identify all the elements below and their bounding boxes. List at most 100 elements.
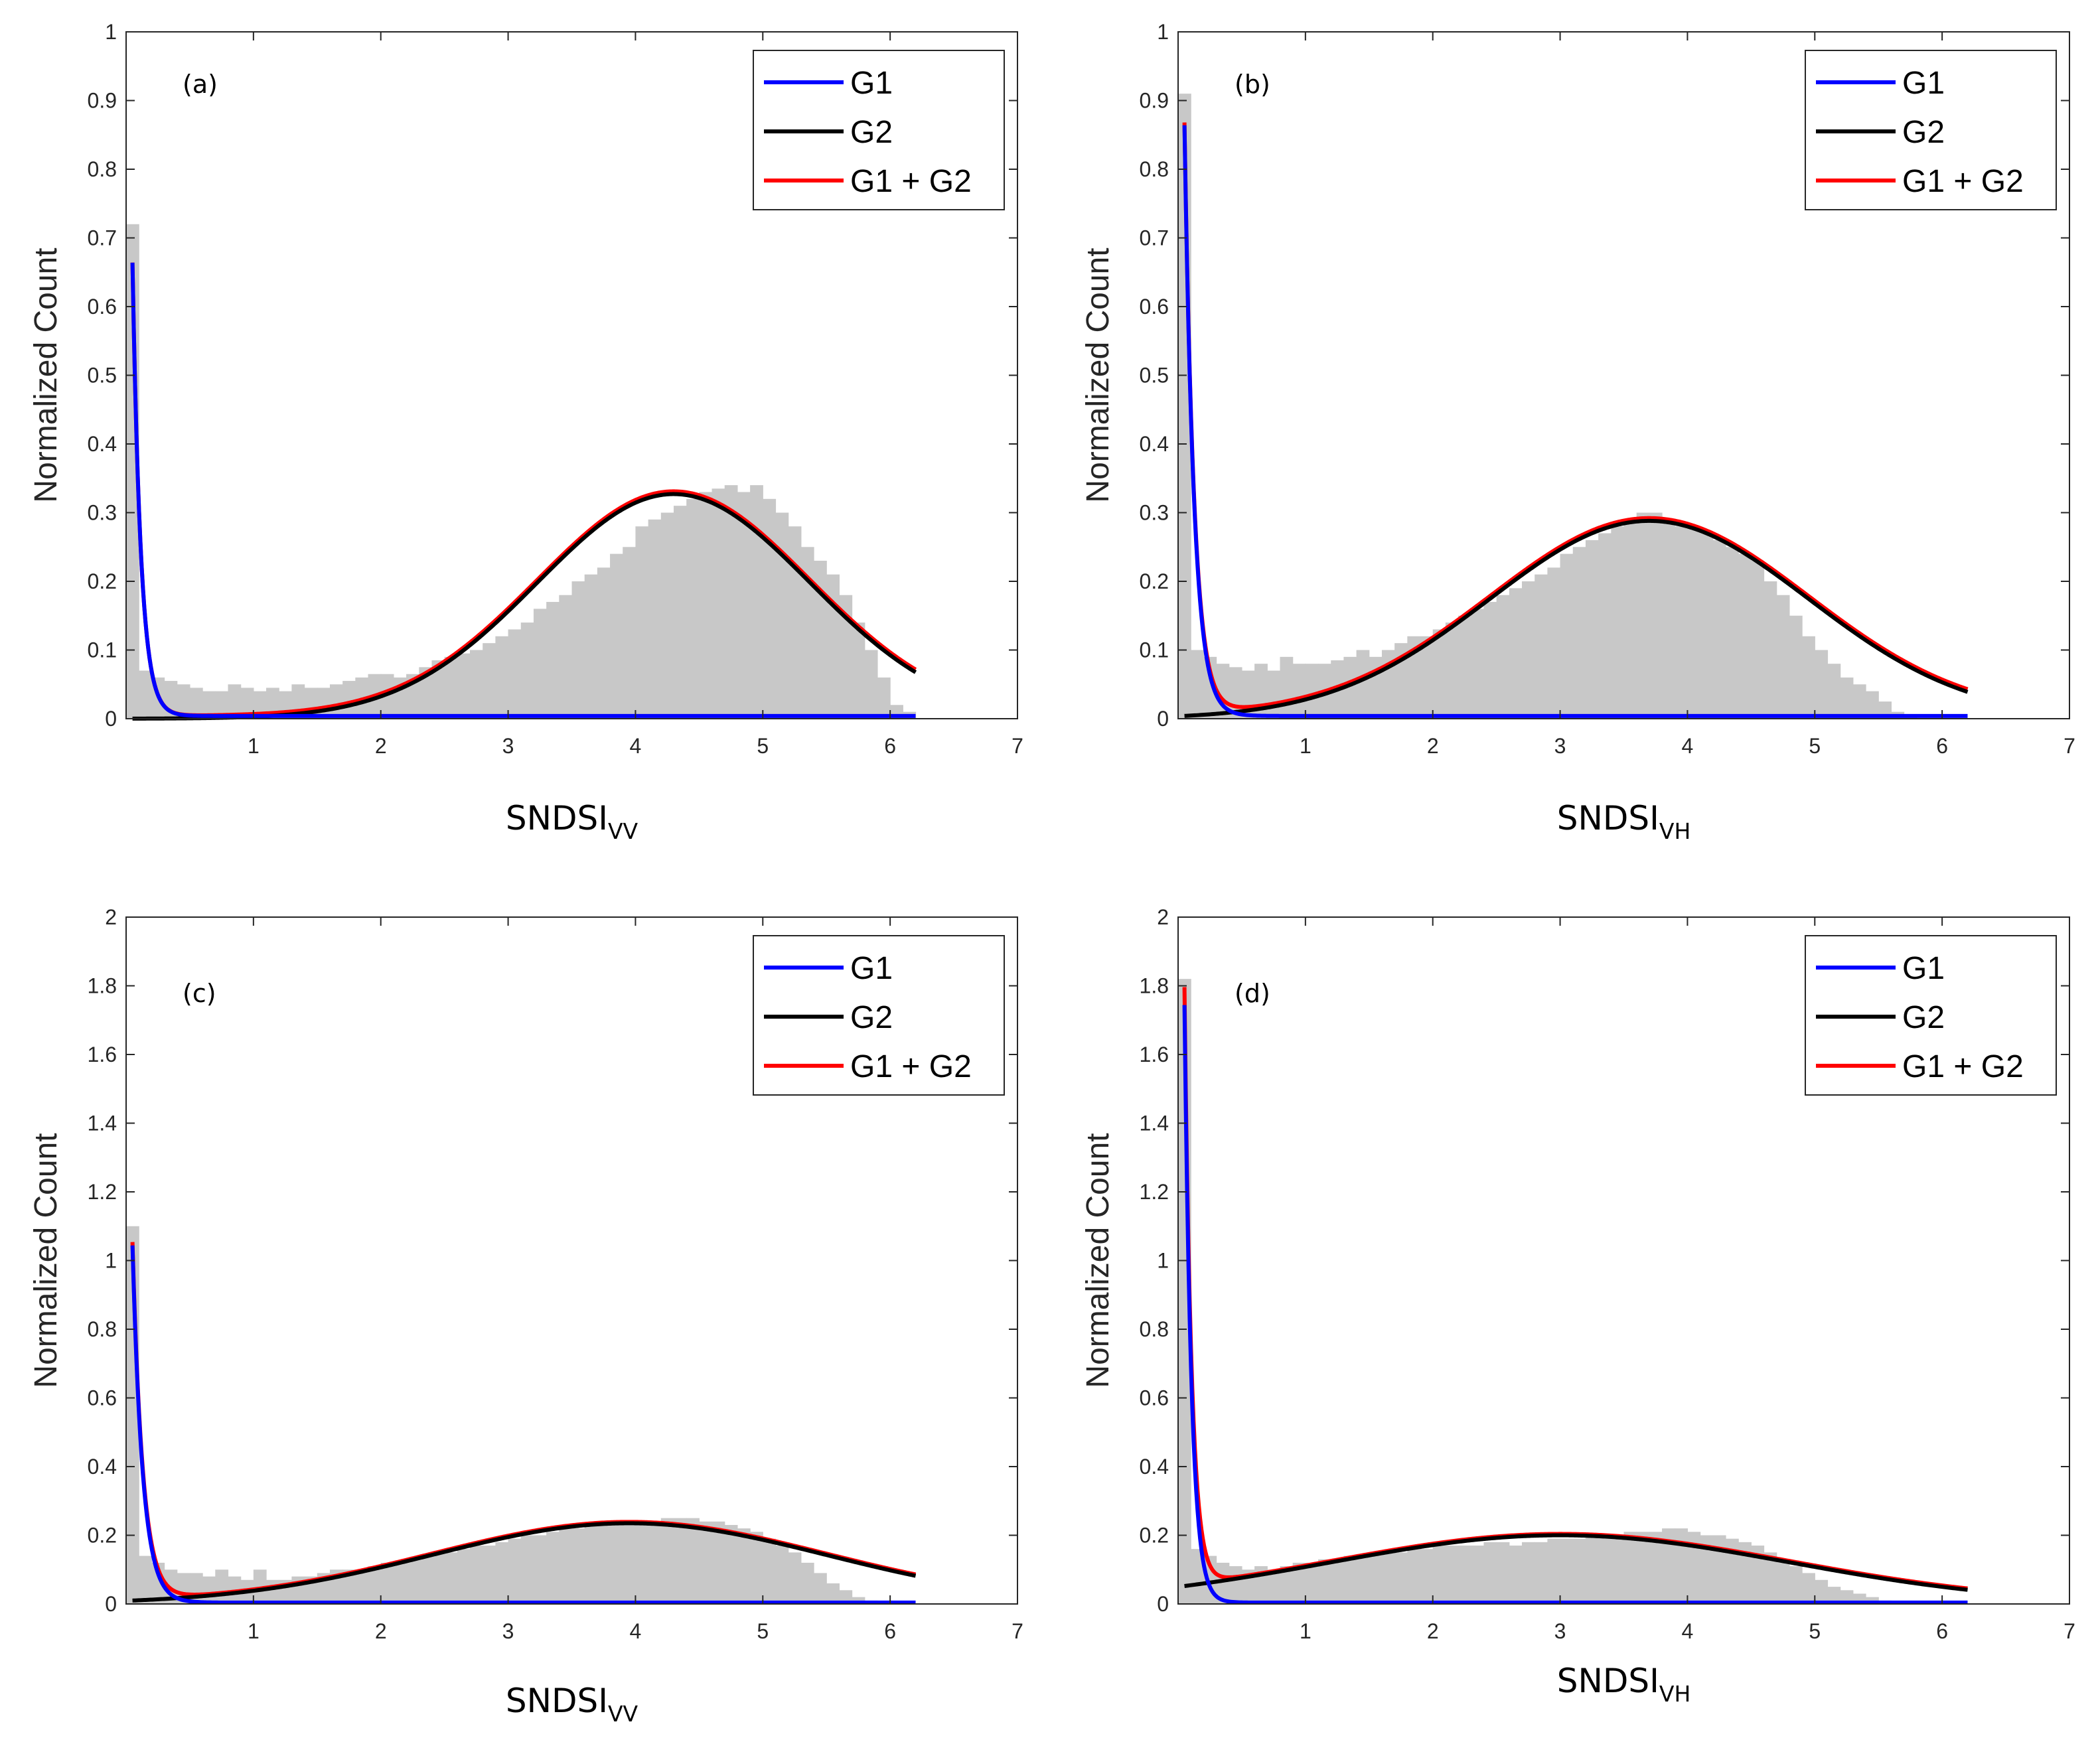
y-tick-label: 0: [1157, 1592, 1169, 1616]
hist-bar: [1522, 1542, 1535, 1604]
hist-bar: [1827, 664, 1841, 719]
hist-bar: [1649, 512, 1663, 719]
hist-bar: [1509, 1546, 1523, 1604]
hist-bar: [1675, 526, 1688, 719]
hist-bar: [1712, 540, 1726, 719]
hist-bar: [584, 1524, 598, 1604]
hist-bar: [1852, 684, 1866, 719]
hist-bar: [584, 574, 598, 719]
hist-bar: [775, 1546, 789, 1604]
hist-bar: [1343, 656, 1357, 719]
x-axis-label-main: SNDSI: [1557, 799, 1659, 837]
hist-bar: [1191, 650, 1204, 719]
hist-bar: [1572, 1538, 1586, 1604]
hist-bar: [1432, 629, 1446, 719]
hist-bar: [750, 485, 763, 719]
x-axis-label: SNDSIVH: [1557, 799, 1691, 844]
hist-bar: [457, 1549, 471, 1604]
g2-curve: [132, 1521, 917, 1603]
hist-bar: [139, 1556, 152, 1604]
legend-sum-label: G1 + G2: [850, 1049, 972, 1084]
hist-bar: [763, 498, 777, 719]
hist-bar: [750, 1532, 763, 1604]
hist-bar: [648, 519, 662, 719]
g1-curve: [1182, 125, 1968, 718]
hist-bar: [699, 1521, 713, 1604]
hist-bar: [1789, 1566, 1803, 1604]
x-tick-label: 2: [1427, 1619, 1439, 1643]
hist-bar: [483, 643, 496, 719]
x-tick-label: 1: [1300, 734, 1312, 758]
hist-bar: [495, 636, 509, 719]
hist-bar: [559, 595, 573, 719]
hist-bar: [1802, 636, 1815, 719]
hist-bar: [470, 650, 483, 719]
y-tick-label: 1.8: [88, 974, 117, 998]
x-axis-label-main: SNDSI: [506, 799, 608, 837]
hist-bar: [215, 691, 229, 719]
hist-bar: [1522, 581, 1535, 719]
hist-bar: [1763, 1552, 1777, 1604]
hist-bar: [444, 1552, 458, 1604]
y-tick-label: 0.4: [88, 1455, 117, 1479]
x-tick-label: 6: [884, 734, 896, 758]
hist-bar: [1305, 664, 1319, 719]
x-tick-label: 6: [1936, 734, 1948, 758]
hist-bar: [673, 1518, 687, 1604]
hist-bar: [1815, 650, 1829, 719]
hist-bar: [1675, 1528, 1688, 1604]
legend: G1 G2 G1 + G2: [1805, 50, 2057, 210]
hist-bar: [177, 684, 190, 719]
hist-bar: [1483, 1542, 1497, 1604]
hist-bar: [1611, 1535, 1625, 1604]
hist-bar: [1623, 519, 1637, 719]
y-tick-label: 0.8: [88, 1317, 117, 1341]
y-tick-label: 0.5: [1140, 364, 1169, 388]
x-axis-label: SNDSIVH: [1557, 1662, 1691, 1707]
y-tick-label: 1.8: [1140, 974, 1169, 998]
y-tick-label: 0.6: [88, 295, 117, 319]
x-tick-label: 7: [1012, 734, 1023, 758]
hist-bar: [826, 1583, 840, 1604]
x-tick-label: 5: [1809, 1619, 1821, 1643]
legend: G1 G2 G1 + G2: [1805, 935, 2057, 1096]
hist-bar: [1700, 533, 1714, 719]
x-tick-label: 6: [1936, 1619, 1948, 1643]
y-tick-label: 1.6: [1140, 1043, 1169, 1066]
y-axis-label: Normalized Count: [1081, 1133, 1116, 1388]
legend-g2-label: G2: [1902, 1000, 1945, 1035]
x-tick-label: 3: [502, 734, 514, 758]
hist-bar: [699, 492, 713, 719]
y-tick-label: 0.4: [88, 432, 117, 456]
hist-bar: [1560, 553, 1574, 719]
hist-bar: [1611, 526, 1625, 719]
x-axis-label: SNDSIVV: [506, 1682, 638, 1727]
hist-bar: [673, 506, 687, 719]
hist-bar: [814, 1573, 827, 1604]
x-axis-label-main: SNDSI: [506, 1682, 608, 1720]
hist-bar: [1649, 1532, 1663, 1604]
x-tick-label: 2: [375, 1619, 387, 1643]
hist-bar: [1623, 1532, 1637, 1604]
hist-bar: [1458, 615, 1471, 719]
hist-bar: [559, 1528, 573, 1604]
hist-bar: [1229, 1566, 1242, 1604]
hist-bar: [1407, 636, 1421, 719]
hist-bar: [1203, 656, 1217, 719]
hist-bar: [1725, 547, 1739, 719]
hist-bar: [763, 1538, 777, 1604]
legend-g1-label: G1: [850, 951, 893, 986]
y-tick-label: 0.6: [1140, 295, 1169, 319]
y-tick-label: 0.4: [1140, 432, 1169, 456]
hist-bar: [457, 653, 471, 719]
hist-bar: [686, 1518, 700, 1604]
hist-bar: [1547, 1538, 1561, 1604]
hist-bar: [1725, 1538, 1739, 1604]
hist-bar: [1789, 615, 1803, 719]
panel-tag: (a): [183, 70, 218, 99]
hist-bar: [240, 688, 254, 719]
hist-bar: [712, 1521, 725, 1604]
hist-bar: [1738, 553, 1752, 719]
